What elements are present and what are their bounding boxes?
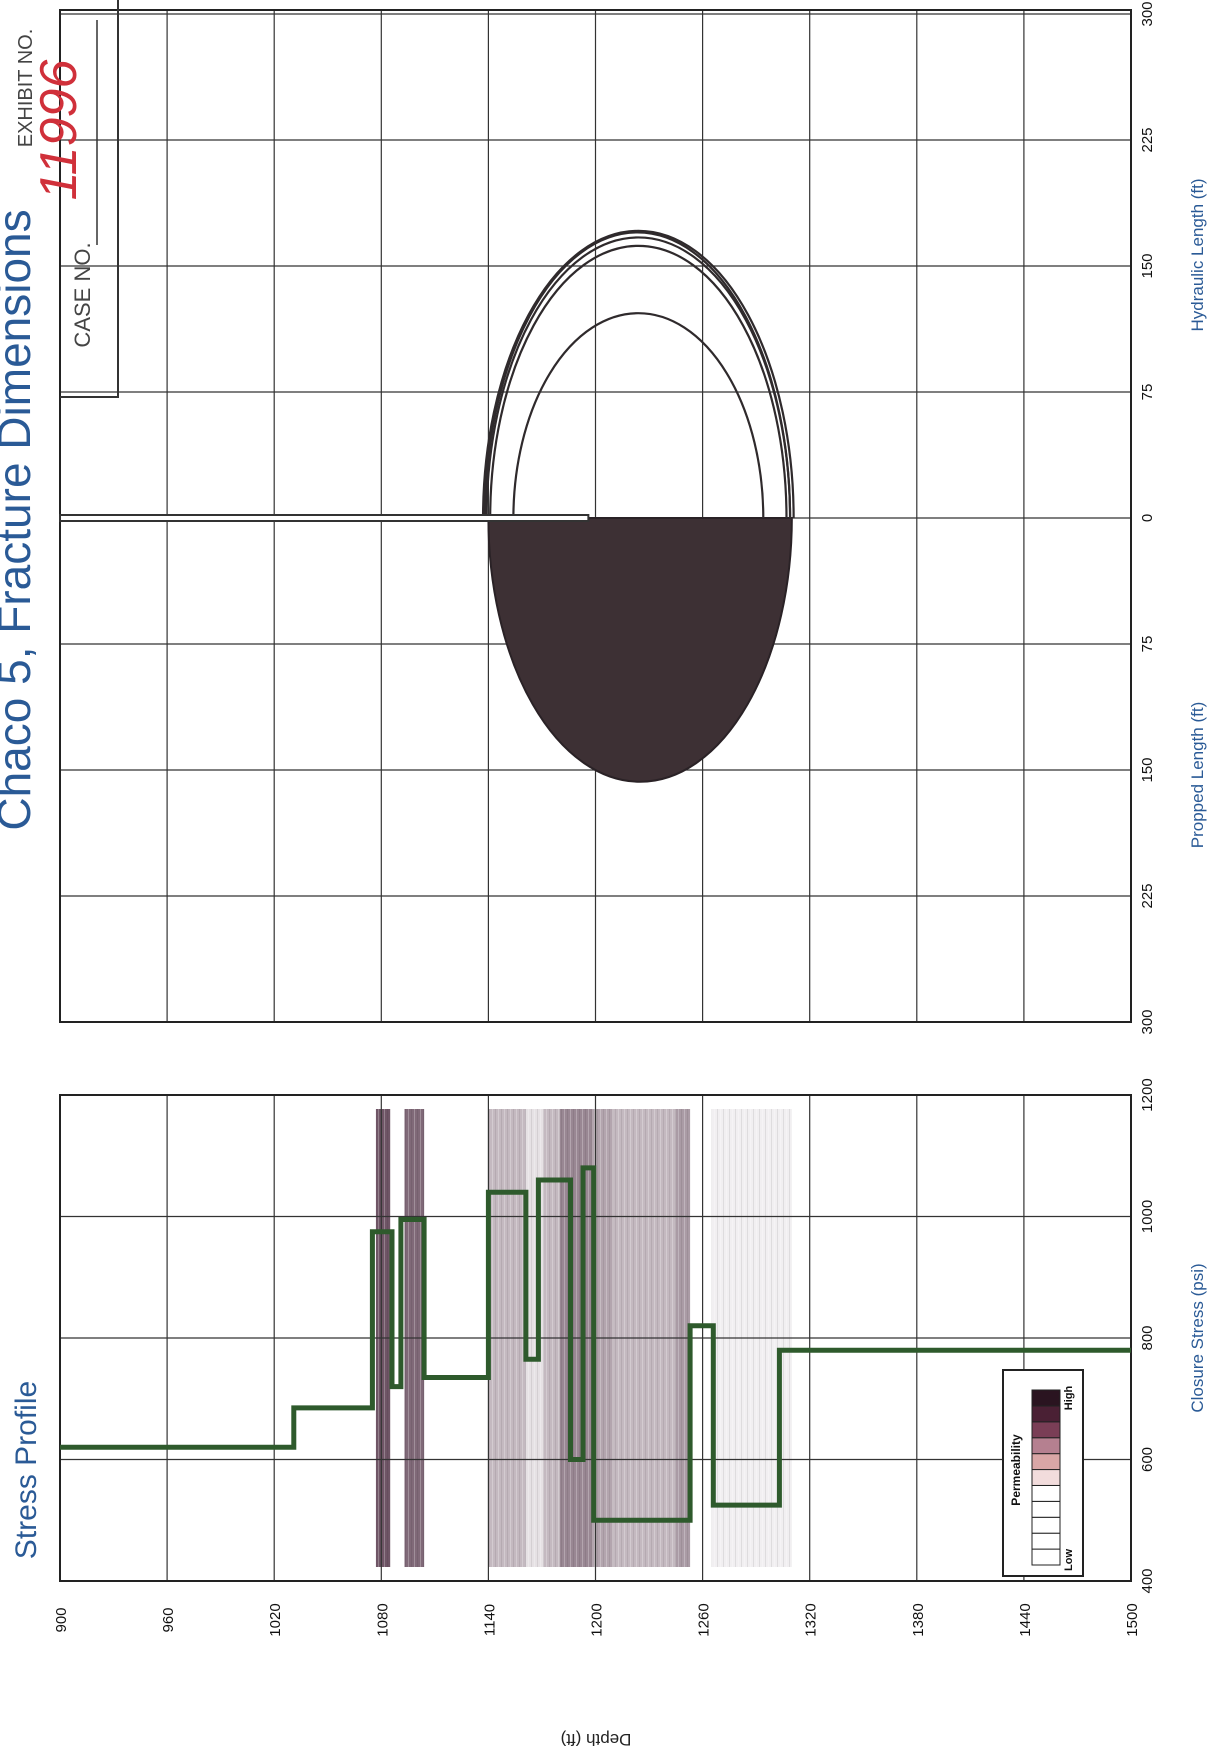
depth-tick-label: 960 [160, 1607, 177, 1632]
depth-axis-label: Depth (ft) [561, 1730, 632, 1749]
legend-low-label: Low [1063, 1549, 1075, 1571]
length-tick-label: 150 [1139, 253, 1156, 278]
length-tick-label: 150 [1139, 757, 1156, 782]
length-tick-label: 75 [1139, 384, 1156, 401]
stress-profile-chart: 900 960 1020 1080 1140 1200 1260 1320 1380 1440 15… [10, 1078, 1207, 1749]
stress-tick-label: 600 [1139, 1447, 1156, 1472]
stamp-border [60, 0, 119, 398]
legend-swatch [1031, 1405, 1061, 1423]
hydraulic-contour [512, 311, 765, 519]
stress-plot-frame [59, 1094, 1132, 1582]
case-exhibit-stamp: CASE NO. EXHIBIT NO. 11996 [15, 0, 119, 398]
legend-swatch [1031, 1532, 1061, 1550]
fracture-dimensions-chart: 300 225 150 75 0 75 150 225 300 Chaco 5, Fractur… [0, 1, 1207, 1034]
legend-swatch [1031, 1389, 1061, 1407]
depth-tick-label: 900 [53, 1607, 70, 1632]
depth-tick-label: 1020 [267, 1603, 284, 1636]
legend-swatch [1031, 1548, 1061, 1566]
hydraulic-contours [481, 229, 795, 519]
stress-tick-label: 1200 [1139, 1078, 1156, 1111]
legend-swatch [1031, 1437, 1061, 1455]
fracture-dimensions-title: Chaco 5, Fracture Dimensions [0, 209, 40, 830]
hydraulic-contour [481, 229, 795, 519]
stress-line [60, 1165, 1131, 1523]
hydraulic-length-axis-label: Hydraulic Length (ft) [1188, 178, 1207, 331]
depth-tick-label: 1080 [374, 1603, 391, 1636]
length-tick-label: 0 [1139, 514, 1156, 522]
legend-title: Permeability [1009, 1434, 1023, 1506]
legend-high-label: High [1063, 1386, 1075, 1411]
hydraulic-contour [489, 244, 788, 519]
length-tick-label: 75 [1139, 636, 1156, 653]
legend-swatch [1031, 1516, 1061, 1534]
depth-tick-label: 1380 [910, 1603, 927, 1636]
length-tick-label: 225 [1139, 883, 1156, 908]
case-no-label: CASE NO. [70, 242, 95, 347]
depth-tick-label: 1440 [1017, 1603, 1034, 1636]
legend-swatches [1031, 1389, 1061, 1566]
legend-swatch [1031, 1469, 1061, 1486]
closure-stress-axis-label: Closure Stress (psi) [1188, 1263, 1207, 1412]
length-tick-label: 300 [1139, 1009, 1156, 1034]
permeability-legend: Permeability Low High [1002, 1369, 1084, 1577]
length-tick-labels: 300 225 150 75 0 75 150 225 300 [1139, 1, 1156, 1034]
hydraulic-contour [483, 231, 792, 519]
legend-swatch [1031, 1484, 1061, 1502]
depth-tick-label: 1260 [696, 1603, 713, 1636]
depth-tick-label: 1500 [1124, 1603, 1141, 1636]
depth-tick-label: 1140 [481, 1604, 498, 1636]
legend-swatch [1031, 1453, 1061, 1471]
propped-length-axis-label: Propped Length (ft) [1188, 702, 1207, 848]
hydraulic-contour [485, 236, 792, 519]
depth-tick-label: 1200 [589, 1603, 606, 1636]
stress-tick-label: 1000 [1139, 1200, 1156, 1233]
propped-fracture-half-ellipse [487, 517, 793, 783]
depth-tick-label: 1320 [803, 1603, 820, 1636]
exhibit-no-label: EXHIBIT NO. [15, 29, 37, 148]
handwritten-exhibit-number: 11996 [30, 60, 88, 201]
stress-tick-label: 800 [1139, 1325, 1156, 1350]
stress-tick-labels: 400 600 800 1000 1200 [1139, 1078, 1156, 1593]
legend-swatch [1031, 1500, 1061, 1518]
stress-tick-label: 400 [1139, 1568, 1156, 1593]
stress-profile-title: Stress Profile [10, 1381, 43, 1559]
length-tick-label: 300 [1139, 1, 1156, 26]
length-tick-label: 225 [1139, 127, 1156, 152]
legend-swatch [1031, 1421, 1061, 1439]
wellbore [59, 514, 590, 522]
depth-tick-labels: 900 960 1020 1080 1140 1200 1260 1320 1380 1440 15… [53, 1603, 1141, 1636]
